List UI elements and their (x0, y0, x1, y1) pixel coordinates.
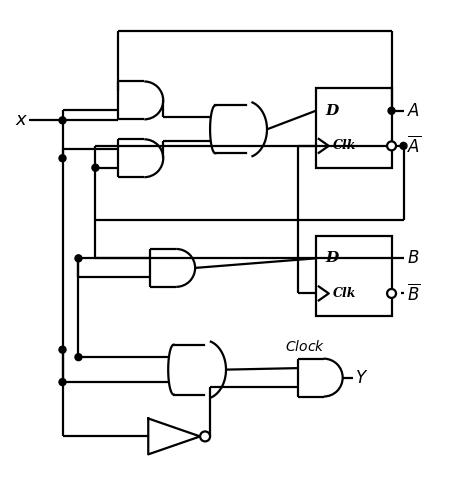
Text: D: D (326, 252, 339, 265)
Circle shape (59, 379, 66, 385)
Circle shape (400, 143, 407, 149)
Circle shape (59, 155, 66, 162)
Text: $Clock$: $Clock$ (285, 339, 325, 354)
Circle shape (387, 289, 396, 298)
Text: $A$: $A$ (408, 102, 420, 120)
Circle shape (59, 117, 66, 124)
Circle shape (92, 164, 99, 171)
Bar (316, 88, 392, 168)
Text: $B$: $B$ (408, 249, 420, 267)
Text: $x$: $x$ (15, 111, 28, 129)
Text: $Y$: $Y$ (355, 369, 368, 386)
Text: D: D (326, 104, 339, 118)
Circle shape (200, 432, 210, 442)
Circle shape (75, 354, 82, 360)
Circle shape (388, 108, 395, 114)
Text: Clk: Clk (333, 139, 356, 152)
Text: $\overline{B}$: $\overline{B}$ (408, 283, 421, 304)
Bar (316, 236, 392, 316)
Text: Clk: Clk (333, 287, 356, 300)
Circle shape (59, 346, 66, 353)
Text: $\overline{A}$: $\overline{A}$ (408, 135, 422, 156)
Circle shape (387, 142, 396, 150)
Circle shape (75, 255, 82, 262)
